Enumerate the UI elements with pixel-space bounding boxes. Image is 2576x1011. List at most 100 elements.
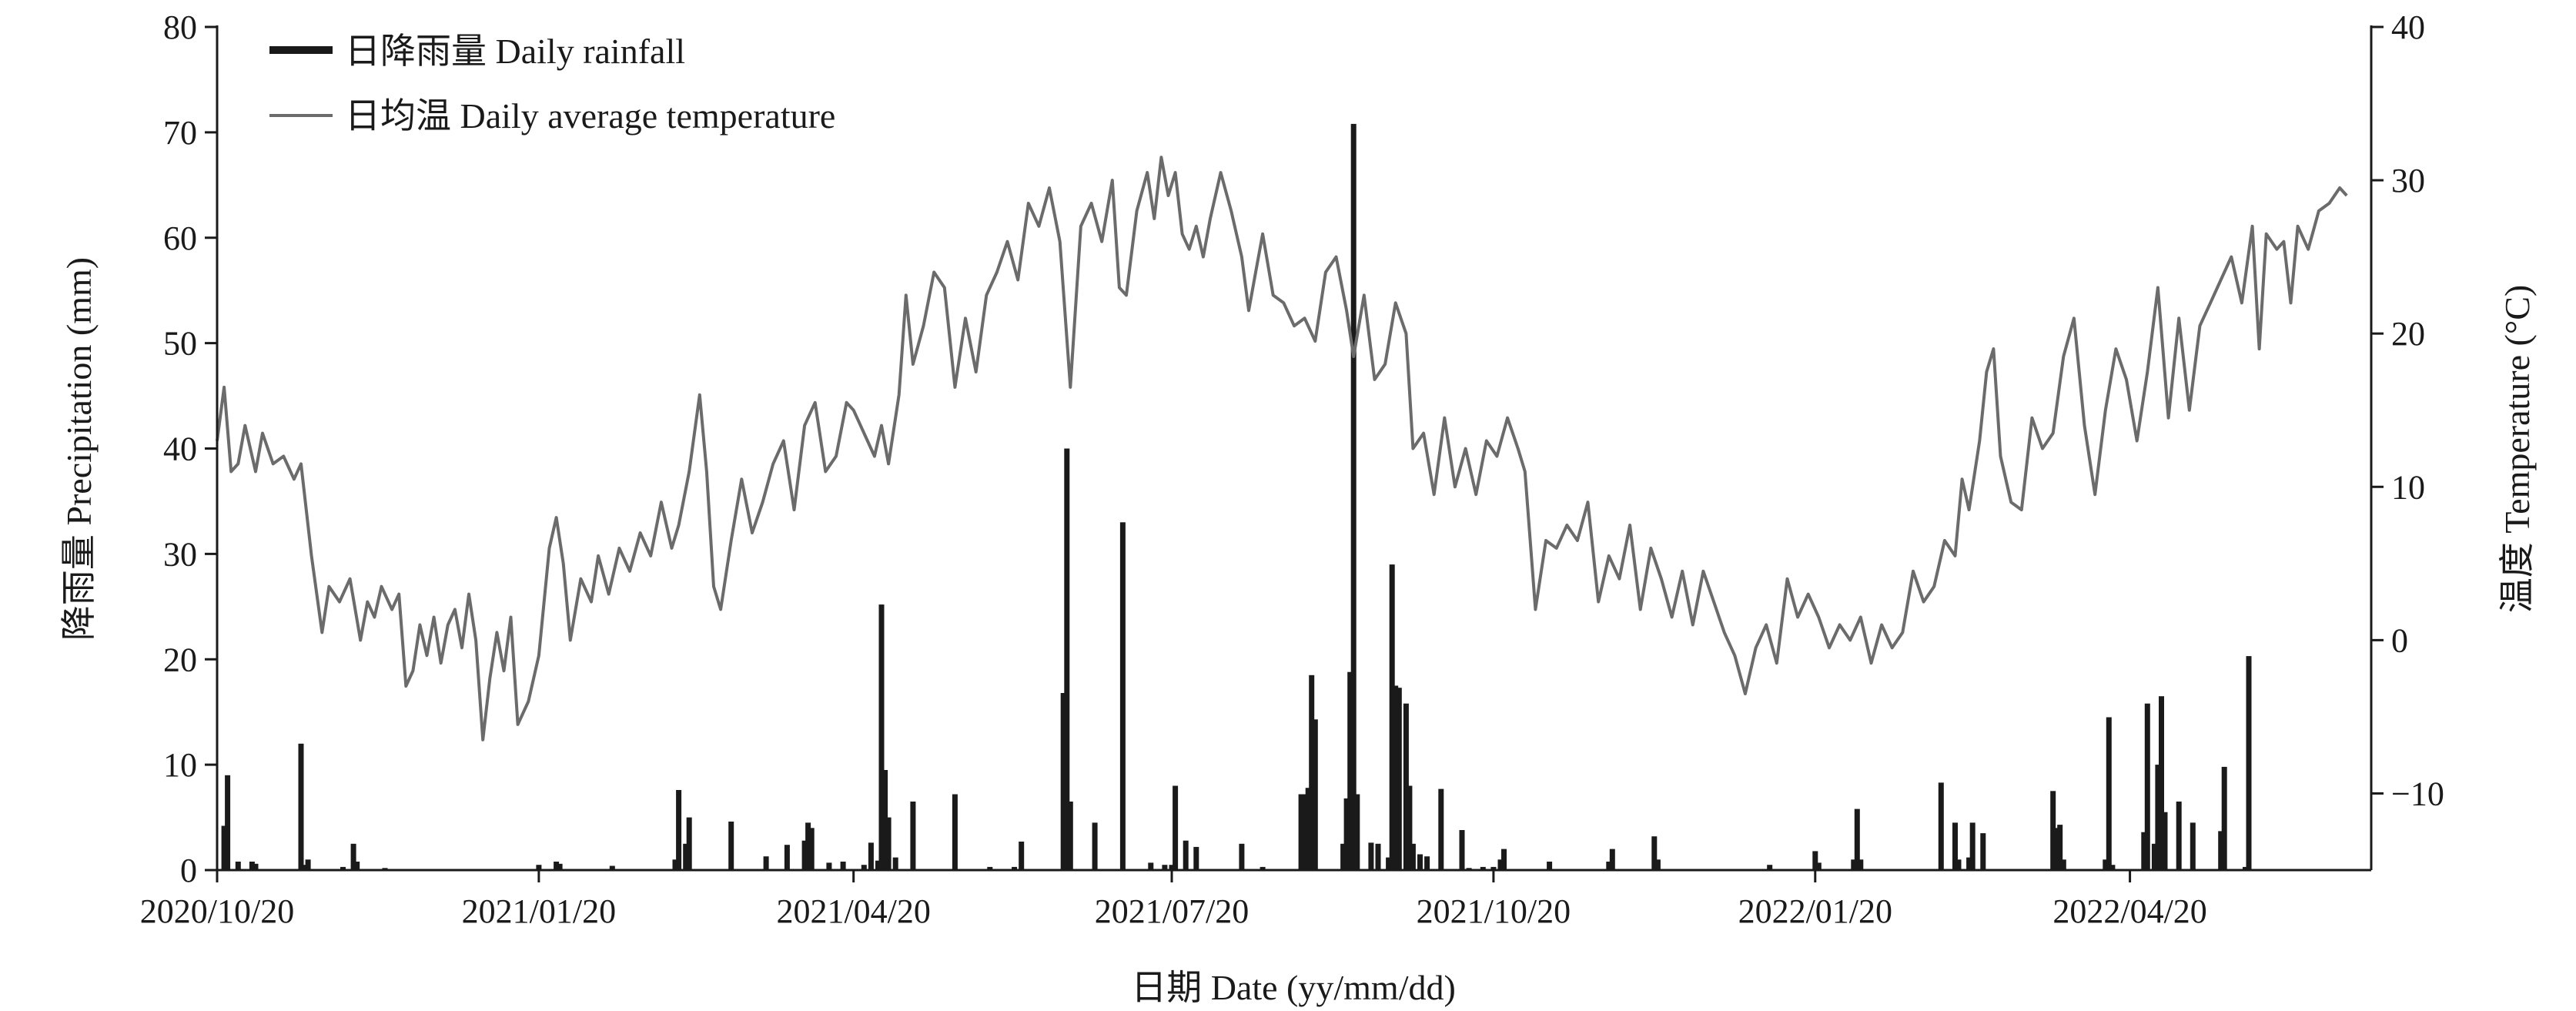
rainfall-bar: [1064, 448, 1070, 870]
rainfall-bar: [1407, 785, 1413, 870]
rainfall-bar: [298, 743, 304, 871]
y-right-axis-title: 温度 Temperature (°C): [2497, 285, 2537, 613]
rainfall-bar: [1403, 703, 1409, 870]
chart-ticks: 0 10 20 30 40 50 60 70 80 −10 0 10 20 30 40 2020/10/20 2…: [140, 8, 2444, 930]
rainfall-bar: [1966, 857, 1972, 870]
rainfall-bar: [1938, 782, 1944, 870]
rainfall-bar: [1239, 843, 1245, 870]
rainfall-bars: [221, 123, 2252, 871]
rainfall-bar: [1654, 859, 1661, 870]
rainfall-bar: [1092, 822, 1098, 870]
chart-legend: 日降雨量 Daily rainfall 日均温 Daily average te…: [269, 32, 835, 136]
rainfall-bar: [1609, 849, 1615, 870]
rainfall-bar: [350, 843, 356, 870]
rainfall-bar: [2176, 802, 2182, 870]
rainfall-bar: [2106, 717, 2112, 870]
rainfall-bar: [253, 863, 259, 870]
rainfall-bar: [1417, 854, 1423, 870]
rainfall-bar: [1012, 866, 1018, 870]
rainfall-bar: [683, 843, 689, 870]
rainfall-bar: [1389, 564, 1395, 870]
rainfall-bar: [1060, 693, 1066, 870]
rainfall-bar: [801, 840, 808, 870]
rainfall-bar: [1312, 719, 1318, 870]
x-tick-label: 2021/07/20: [1095, 892, 1249, 930]
x-tick-label: 2021/01/20: [462, 892, 616, 930]
rainfall-bar: [1347, 671, 1353, 870]
rainfall-bar: [1067, 802, 1073, 870]
rainfall-bar: [305, 859, 311, 870]
y-right-tick-label: 0: [2391, 621, 2408, 659]
rainfall-bar: [1173, 785, 1179, 870]
y-left-tick-label: 60: [163, 219, 197, 257]
rainfall-bar: [1424, 856, 1430, 870]
rainfall-bar: [1305, 788, 1311, 870]
y-left-tick-label: 50: [163, 325, 197, 363]
temperature-line: [216, 156, 2348, 742]
rainfall-bar: [676, 790, 682, 870]
rainfall-bar: [1386, 857, 1392, 870]
rainfall-bar: [1606, 862, 1612, 870]
rainfall-bar: [1459, 830, 1465, 870]
rainfall-bar: [2103, 859, 2109, 870]
rainfall-bar: [2243, 866, 2248, 870]
y-right-tick-label: 40: [2391, 8, 2425, 46]
rainfall-bar: [2221, 766, 2227, 870]
rainfall-bar: [1858, 859, 1864, 870]
rainfall-bar: [1019, 842, 1025, 870]
rainfall-bar: [1438, 788, 1444, 870]
rainfall-bar: [1410, 843, 1416, 870]
rainfall-bar: [1815, 862, 1822, 870]
rainfall-bar: [235, 862, 241, 870]
y-left-tick-label: 20: [163, 641, 197, 678]
rainfall-bar: [882, 770, 888, 870]
rainfall-bar: [1969, 822, 1975, 870]
rainfall-bar: [728, 822, 734, 870]
x-tick-label: 2021/10/20: [1417, 892, 1571, 930]
rainfall-bar: [249, 862, 255, 870]
rainfall-bar: [1183, 840, 1189, 870]
rainfall-bar: [672, 859, 678, 870]
x-tick-label: 2022/01/20: [1738, 892, 1892, 930]
rainfall-bar: [609, 865, 615, 870]
y-left-tick-label: 10: [163, 746, 197, 784]
rainfall-bar: [875, 860, 881, 870]
rainfall-bar: [1812, 851, 1818, 870]
y-left-axis-title: 降雨量 Precipitation (mm): [59, 257, 99, 641]
rainfall-bar: [1162, 865, 1168, 870]
rainfall-bar: [2053, 828, 2059, 871]
rainfall-bar: [1148, 862, 1154, 870]
rainfall-bar: [808, 828, 815, 871]
rainfall-bar: [1368, 842, 1374, 870]
rainfall-bar: [2218, 831, 2224, 870]
rainfall-bar: [1343, 798, 1350, 870]
rainfall-bar: [910, 802, 916, 870]
rainfall-bar: [557, 863, 563, 870]
x-tick-label: 2020/10/20: [140, 892, 294, 930]
rainfall-bar: [868, 842, 874, 870]
rainfall-bar: [1169, 865, 1175, 870]
rainfall-bar: [1651, 836, 1658, 870]
rainfall-bar: [686, 817, 692, 870]
rainfall-bar: [2050, 791, 2056, 870]
legend-rainfall-label: 日降雨量 Daily rainfall: [345, 32, 685, 71]
rainfall-bar: [805, 822, 811, 870]
rainfall-bar: [2151, 843, 2157, 870]
y-right-tick-label: 30: [2391, 162, 2425, 199]
rainfall-bar: [536, 865, 542, 870]
rainfall-bar: [2060, 859, 2066, 870]
rainfall-bar: [225, 775, 231, 870]
y-right-tick-label: 20: [2391, 315, 2425, 353]
rainfall-bar: [1302, 794, 1308, 870]
x-tick-label: 2021/04/20: [776, 892, 930, 930]
rainfall-bar: [2246, 656, 2252, 870]
rainfall-bar: [892, 857, 898, 870]
rainfall-bar: [878, 604, 885, 870]
rainfall-bar: [840, 862, 846, 870]
rainfall-bar: [885, 817, 892, 870]
y-left-tick-label: 80: [163, 8, 197, 46]
rainfall-bar: [1340, 843, 1347, 870]
y-left-tick-label: 70: [163, 114, 197, 152]
y-right-tick-label: −10: [2391, 775, 2444, 812]
rainfall-bar: [2162, 812, 2168, 870]
